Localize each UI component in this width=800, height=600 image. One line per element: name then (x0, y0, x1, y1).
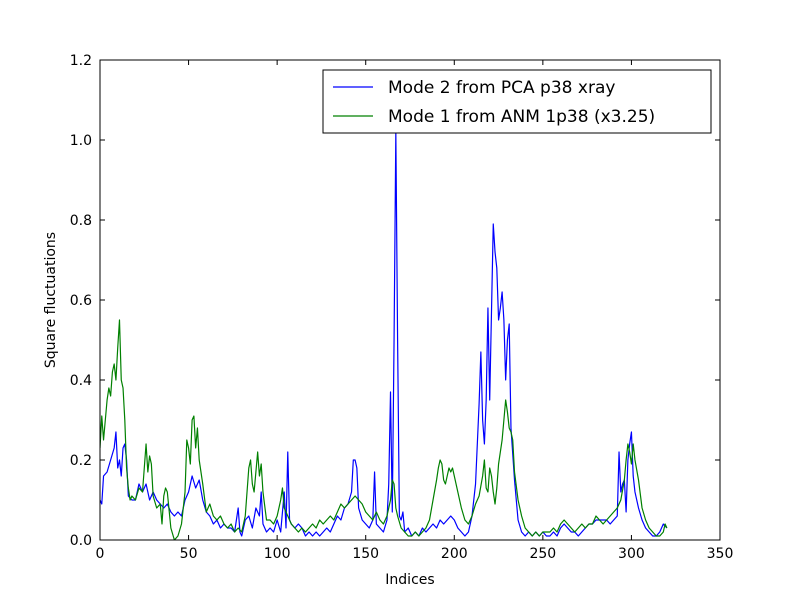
x-tick-label: 150 (352, 546, 379, 562)
legend-box (322, 69, 712, 134)
x-tick-label: 0 (96, 546, 105, 562)
x-tick-label: 300 (618, 546, 645, 562)
legend-label-series-2: Mode 1 from ANM 1p38 (x3.25) (388, 107, 655, 127)
x-tick-label: 200 (441, 546, 468, 562)
y-tick-label: 1.2 (70, 53, 92, 69)
y-tick-label: 0.8 (70, 213, 92, 229)
y-axis-ticks: 0.0 0.2 0.4 0.6 0.8 1.0 1.2 (70, 53, 720, 549)
plot-area (100, 60, 720, 540)
legend: Mode 2 from PCA p38 xray Mode 1 from ANM… (322, 69, 712, 134)
series-line-2 (100, 319, 668, 540)
y-tick-label: 0.2 (70, 453, 92, 469)
legend-label-series-1: Mode 2 from PCA p38 xray (388, 78, 615, 98)
y-tick-label: 1.0 (70, 133, 92, 149)
x-tick-label: 100 (264, 546, 291, 562)
x-tick-label: 350 (707, 546, 734, 562)
y-tick-label: 0.6 (70, 293, 92, 309)
series-layer (100, 131, 668, 540)
y-axis-label: Square fluctuations (43, 232, 59, 368)
x-axis-ticks: 0 50 100 150 200 250 300 350 (96, 60, 734, 562)
series-line-1 (100, 131, 668, 537)
y-tick-label: 0.0 (70, 533, 92, 549)
x-tick-label: 250 (529, 546, 556, 562)
x-tick-label: 50 (180, 546, 198, 562)
x-axis-label: Indices (385, 572, 434, 588)
y-tick-label: 0.4 (70, 373, 92, 389)
